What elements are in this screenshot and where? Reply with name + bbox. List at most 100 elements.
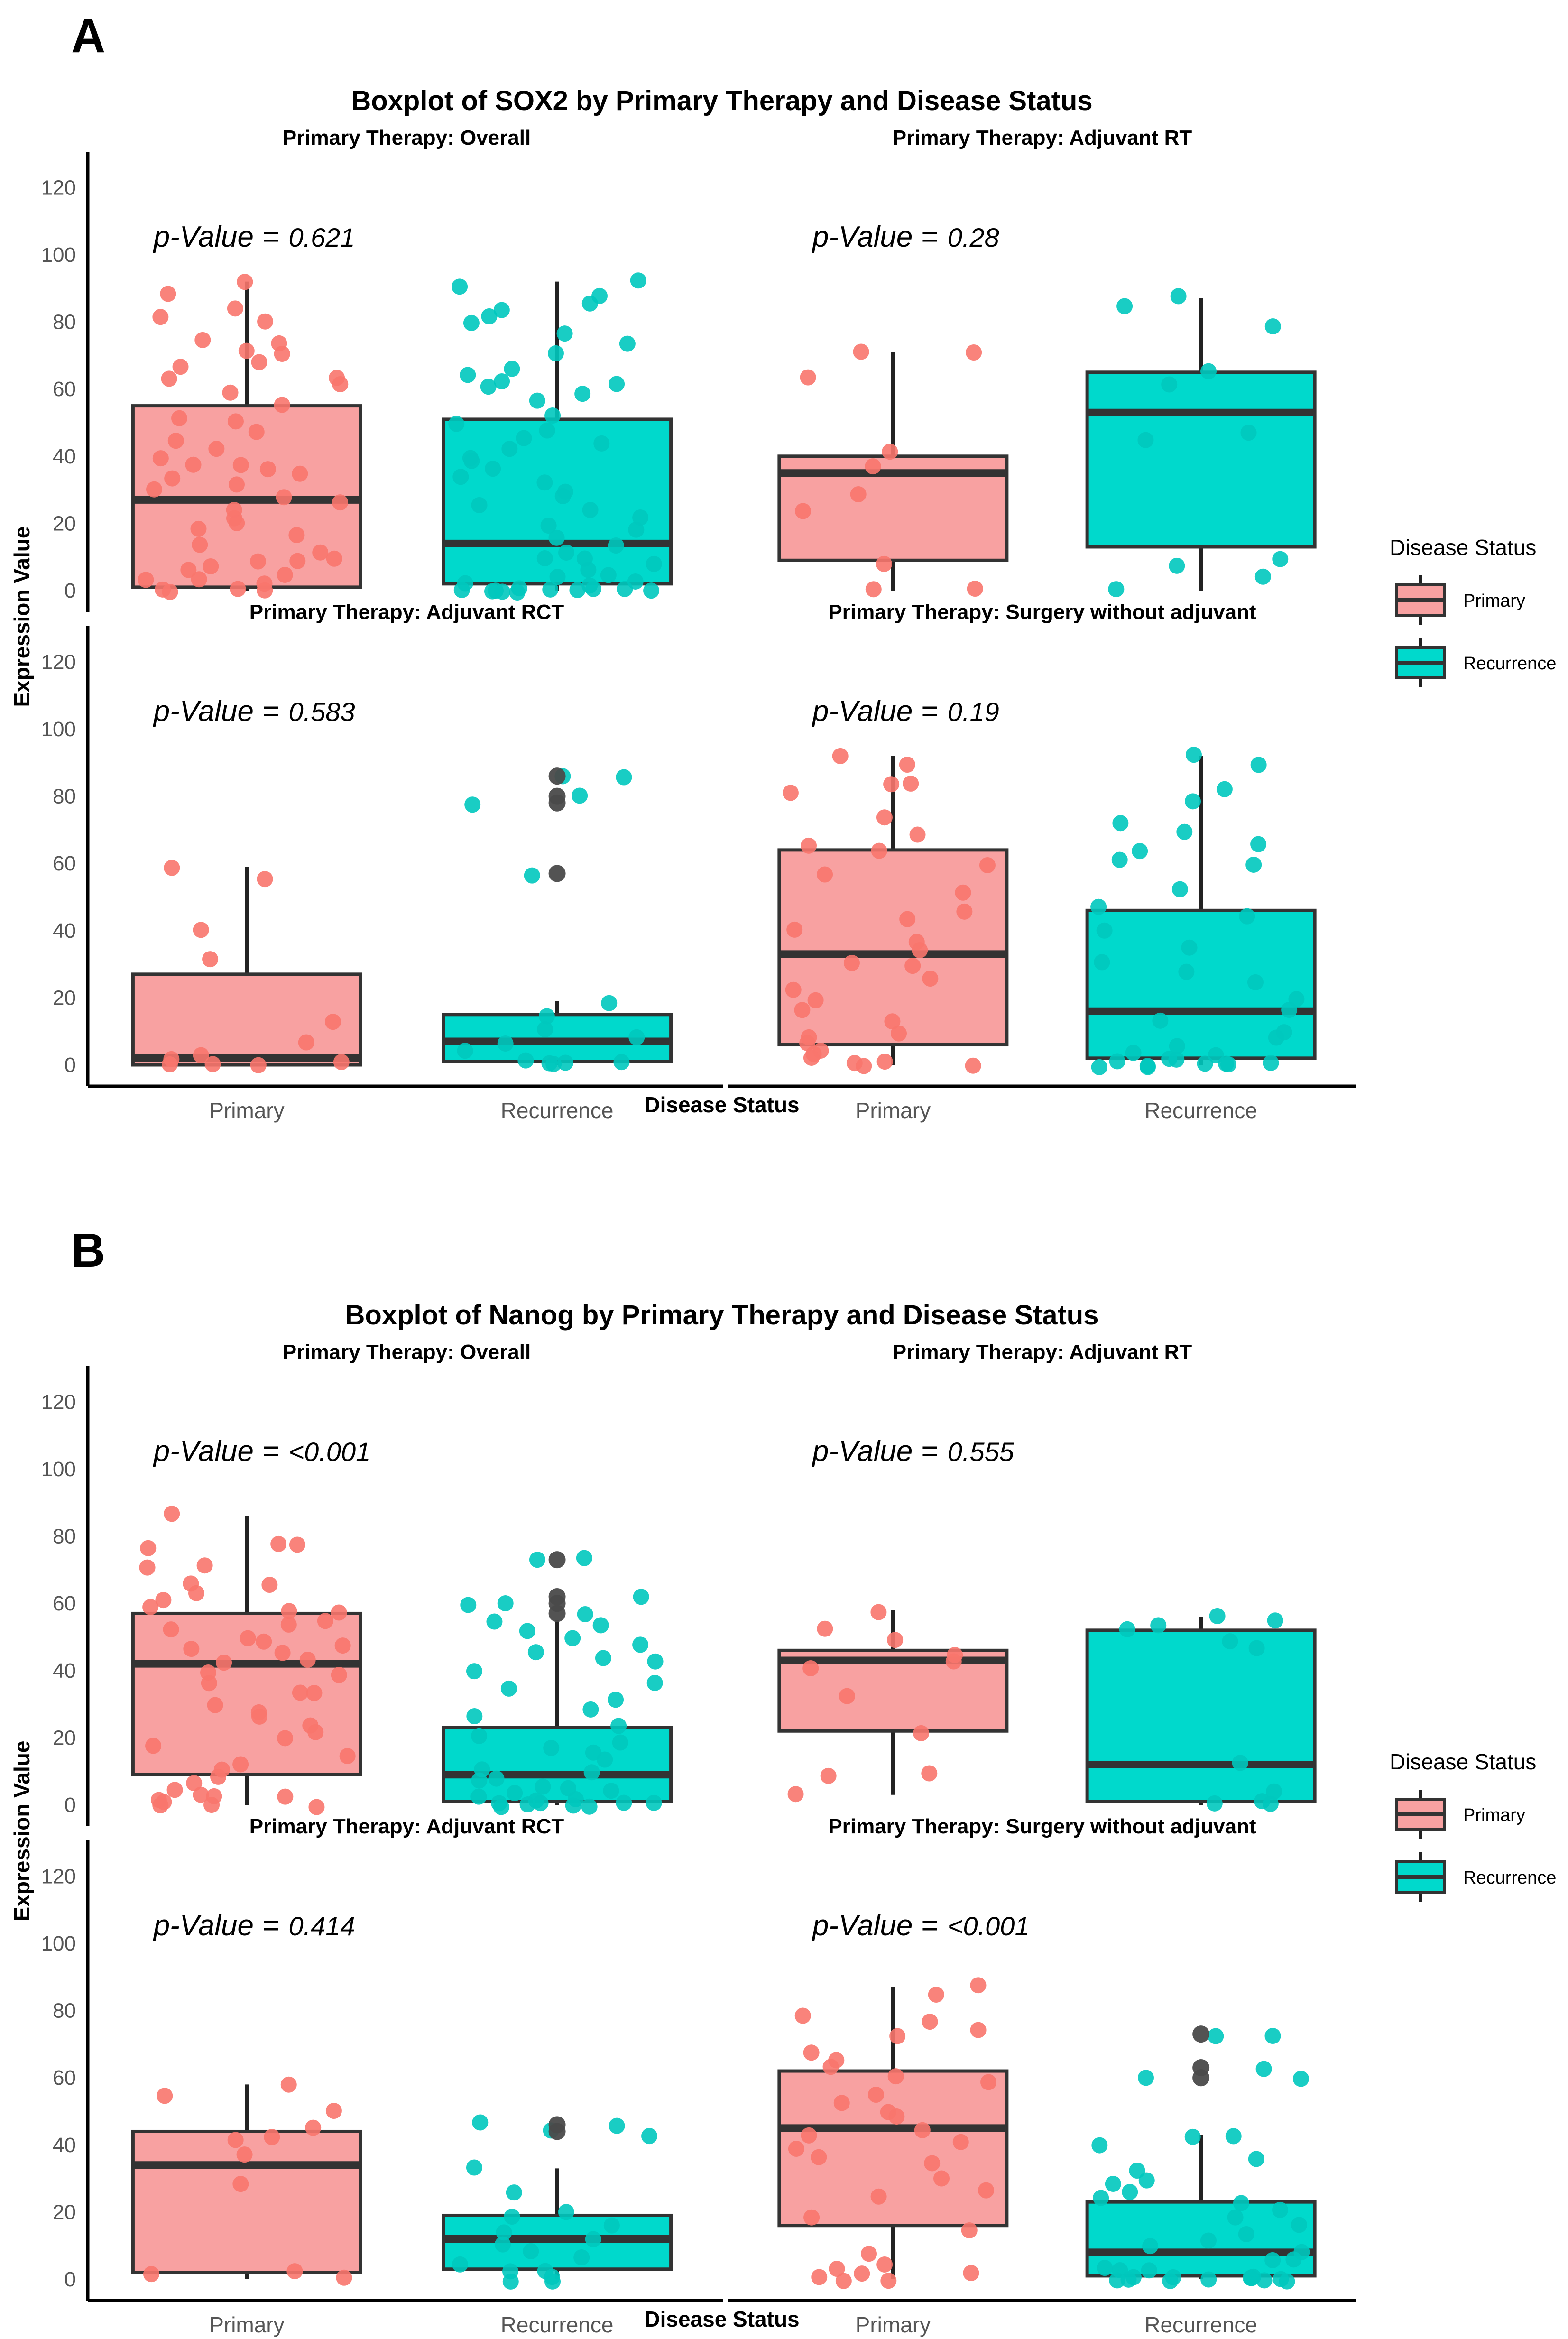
data-point-recurrence xyxy=(647,1653,664,1670)
data-point-primary xyxy=(891,1025,907,1042)
box-primary xyxy=(777,848,1009,1047)
data-point-primary xyxy=(801,837,817,854)
data-point-recurrence xyxy=(564,1630,581,1646)
data-point-recurrence xyxy=(542,581,559,598)
data-point-recurrence xyxy=(582,1701,599,1718)
data-point-primary xyxy=(967,581,983,597)
data-point-primary xyxy=(157,2088,173,2104)
data-point-primary xyxy=(193,1047,209,1063)
y-axis-title: Expression Value xyxy=(9,527,34,707)
data-point-primary xyxy=(966,344,982,361)
data-point-primary xyxy=(277,566,293,583)
facet-panel: Primary Therapy: Adjuvant RT p-Value = 0.2… xyxy=(777,126,1317,598)
y-tick-label: 120 xyxy=(41,1390,76,1414)
data-point-recurrence xyxy=(1247,974,1264,990)
data-point-primary xyxy=(171,410,188,426)
p-value: 0.583 xyxy=(288,697,355,727)
data-point-primary xyxy=(909,826,926,843)
data-point-recurrence xyxy=(519,1623,535,1639)
data-point-recurrence xyxy=(544,2273,561,2290)
data-point-recurrence xyxy=(1209,1608,1226,1624)
data-point-recurrence xyxy=(558,544,575,561)
data-point-recurrence xyxy=(516,430,532,446)
data-point-primary xyxy=(961,2222,978,2239)
data-point-primary xyxy=(164,470,181,487)
data-point-recurrence xyxy=(547,345,564,361)
data-point-primary xyxy=(861,2246,877,2262)
y-tick-label: 20 xyxy=(53,986,76,1009)
data-point-primary xyxy=(914,2122,931,2138)
data-point-recurrence xyxy=(529,392,545,409)
data-point-primary xyxy=(288,527,305,544)
data-point-recurrence xyxy=(1181,939,1198,956)
data-point-primary xyxy=(933,2170,950,2187)
data-point-recurrence xyxy=(616,1794,632,1811)
data-point-primary xyxy=(883,776,900,793)
data-point-primary xyxy=(164,860,180,876)
data-point-primary xyxy=(286,2263,303,2280)
data-point-primary xyxy=(924,2155,941,2172)
data-point-recurrence xyxy=(494,373,510,390)
data-point-primary xyxy=(956,903,973,920)
data-point-recurrence xyxy=(1150,1617,1167,1634)
data-point-primary xyxy=(274,345,290,362)
data-point-primary xyxy=(965,1057,981,1074)
box-recurrence xyxy=(1085,1628,1317,1803)
facet-label: Primary Therapy: Overall xyxy=(283,126,531,149)
data-point-recurrence xyxy=(480,379,497,395)
data-point-recurrence xyxy=(537,1021,553,1038)
data-point-recurrence xyxy=(646,1674,663,1691)
data-point-recurrence xyxy=(485,461,501,477)
data-point-recurrence xyxy=(633,1589,649,1605)
data-point-recurrence xyxy=(628,521,645,538)
data-point-primary xyxy=(185,456,202,473)
data-point-primary xyxy=(807,992,824,1008)
p-value-label: p-Value = xyxy=(812,221,938,253)
data-point-primary xyxy=(832,748,849,764)
data-point-primary xyxy=(192,536,208,553)
data-point-primary xyxy=(152,450,169,467)
data-point-recurrence xyxy=(471,497,488,513)
facet-label: Primary Therapy: Surgery without adjuvan… xyxy=(828,1815,1256,1838)
data-point-recurrence xyxy=(1091,1059,1107,1075)
x-tick-label: Primary xyxy=(209,2312,284,2337)
legend: Disease Status Primary Recurrence xyxy=(1390,1749,1556,1902)
data-point-recurrence xyxy=(527,1644,544,1661)
data-point-recurrence xyxy=(519,1796,536,1813)
data-point-primary xyxy=(276,489,292,506)
x-tick-label: Primary xyxy=(856,1098,931,1123)
data-point-primary xyxy=(259,461,276,478)
p-value-label: p-Value = xyxy=(153,695,279,728)
data-point-primary xyxy=(876,1054,893,1070)
data-point-primary xyxy=(145,1738,162,1754)
y-tick-label: 100 xyxy=(41,1458,76,1481)
legend-label-primary: Primary xyxy=(1463,591,1525,611)
data-point-recurrence xyxy=(609,376,625,392)
data-point-recurrence xyxy=(1272,551,1289,567)
data-point-recurrence xyxy=(580,562,597,578)
data-point-primary xyxy=(884,1013,901,1030)
data-point-recurrence xyxy=(1142,2238,1159,2255)
data-point-recurrence xyxy=(1119,1621,1135,1637)
outlier-point xyxy=(548,2123,566,2140)
outlier-point xyxy=(548,865,566,882)
data-point-recurrence xyxy=(583,1764,600,1781)
data-point-recurrence xyxy=(466,1708,483,1725)
y-tick-label: 0 xyxy=(65,579,76,602)
y-tick-label: 60 xyxy=(53,1592,76,1615)
data-point-primary xyxy=(903,775,919,792)
panel-letter: A xyxy=(71,9,105,63)
data-point-recurrence xyxy=(1291,2217,1308,2233)
figure-a: A Boxplot of SOX2 by Primary Therapy and … xyxy=(9,9,1556,1123)
data-point-recurrence xyxy=(603,1783,619,1799)
data-point-primary xyxy=(256,1633,272,1650)
y-tick-label: 20 xyxy=(53,1726,76,1749)
data-point-recurrence xyxy=(1281,1002,1298,1018)
data-point-primary xyxy=(298,1034,314,1051)
y-tick-label: 100 xyxy=(41,1932,76,1955)
data-point-recurrence xyxy=(539,422,555,439)
data-point-primary xyxy=(240,1630,256,1646)
data-point-recurrence xyxy=(581,1798,598,1815)
y-tick-label: 100 xyxy=(41,718,76,741)
data-point-primary xyxy=(312,544,329,561)
